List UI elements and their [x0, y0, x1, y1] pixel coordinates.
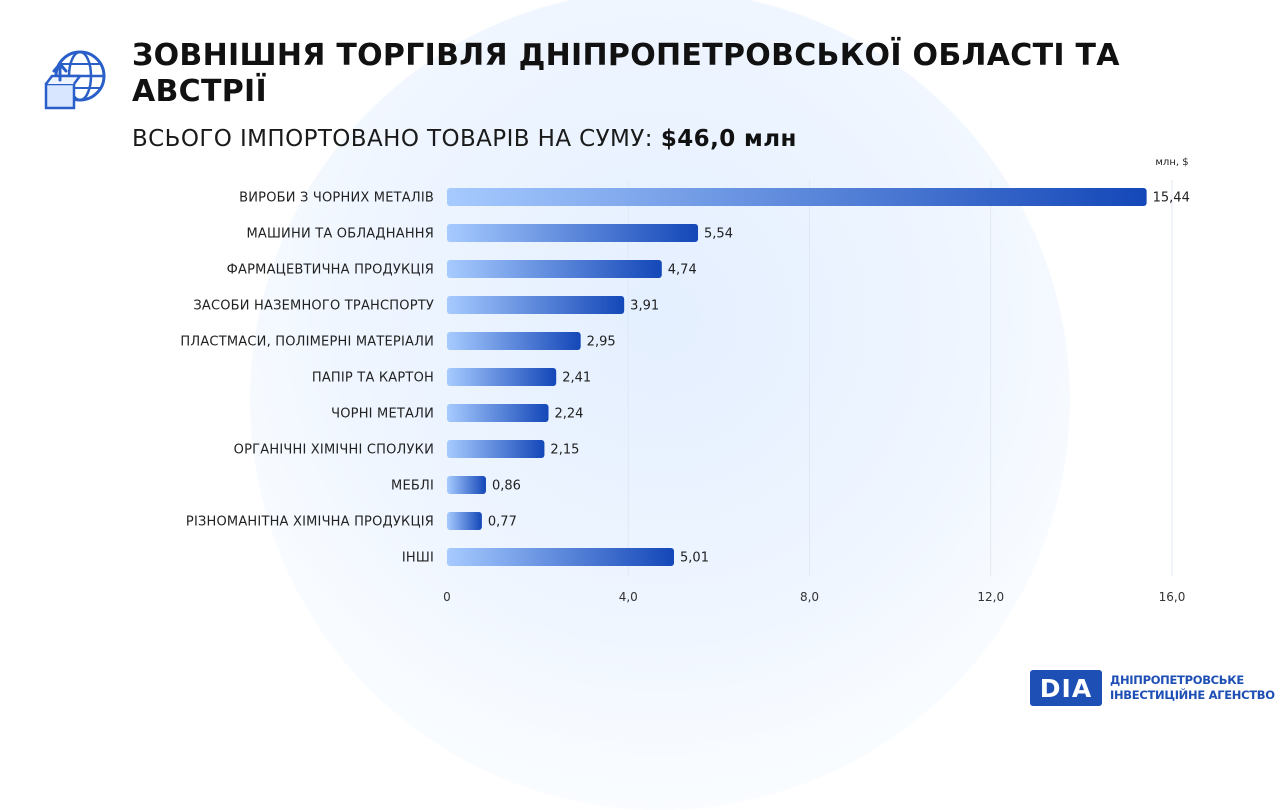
category-label: ЗАСОБИ НАЗЕМНОГО ТРАНСПОРТУ [193, 299, 434, 314]
value-label: 5,54 [704, 227, 733, 242]
bar [447, 404, 549, 422]
globe-box-icon [44, 50, 106, 110]
value-label: 5,01 [680, 551, 709, 566]
bar [447, 512, 482, 530]
value-label: 0,77 [488, 515, 517, 530]
import-bar-chart: 0 4,0 8,0 12,0 16,0 млн, $ ВИРОБИ З ЧОРНИХ МЕТ… [180, 157, 1189, 604]
x-tick-label: 4,0 [619, 590, 638, 604]
x-tick-label: 0 [443, 590, 451, 604]
logo-text: ДНІПРОПЕТРОВСЬКЕ ІНВЕСТИЦІЙНЕ АГЕНСТВО [1110, 673, 1275, 703]
x-tick-label: 16,0 [1159, 590, 1186, 604]
category-label: ОРГАНІЧНІ ХІМІЧНІ СПОЛУКИ [234, 443, 434, 458]
x-tick-label: 12,0 [977, 590, 1004, 604]
bar [447, 188, 1147, 206]
bar [447, 548, 675, 566]
category-label: МЕБЛІ [391, 479, 434, 494]
bar [447, 260, 662, 278]
logo-line-2: ІНВЕСТИЦІЙНЕ АГЕНСТВО [1110, 688, 1275, 702]
bars [447, 188, 1147, 566]
grid-lines [627, 180, 1173, 576]
bar [447, 296, 625, 314]
labels: 0 4,0 8,0 12,0 16,0 млн, $ ВИРОБИ З ЧОРНИХ МЕТ… [180, 157, 1189, 604]
value-label: 3,91 [630, 299, 659, 314]
value-label: 15,44 [1153, 191, 1190, 206]
value-label: 0,86 [492, 479, 521, 494]
bar [447, 368, 557, 386]
category-label: МАШИНИ ТА ОБЛАДНАННЯ [246, 227, 434, 242]
value-label: 2,95 [587, 335, 616, 350]
dia-logo: DIA ДНІПРОПЕТРОВСЬКЕ ІНВЕСТИЦІЙНЕ АГЕНСТ… [1030, 668, 1275, 708]
value-label: 2,41 [562, 371, 591, 386]
subtitle-text: ВСЬОГО ІМПОРТОВАНО ТОВАРІВ НА СУМУ: [132, 126, 653, 152]
category-label: ПЛАСТМАСИ, ПОЛІМЕРНІ МАТЕРІАЛИ [180, 335, 434, 350]
bar [447, 332, 581, 350]
category-label: ІНШІ [402, 551, 434, 566]
unit-label: млн, $ [1155, 157, 1188, 168]
logo-mark: DIA [1030, 670, 1102, 706]
category-label: ЧОРНІ МЕТАЛИ [331, 407, 434, 422]
logo-line-1: ДНІПРОПЕТРОВСЬКЕ [1110, 673, 1244, 687]
bar [447, 440, 545, 458]
total-import-value: $46,0 млн [660, 126, 797, 152]
category-label: РІЗНОМАНІТНА ХІМІЧНА ПРОДУКЦІЯ [186, 515, 434, 530]
value-label: 2,15 [550, 443, 579, 458]
category-label: ВИРОБИ З ЧОРНИХ МЕТАЛІВ [239, 191, 434, 206]
category-label: ФАРМАЦЕВТИЧНА ПРОДУКЦІЯ [227, 263, 434, 278]
value-label: 2,24 [555, 407, 584, 422]
bar [447, 476, 486, 494]
category-label: ПАПІР ТА КАРТОН [312, 371, 434, 386]
page-title: ЗОВНІШНЯ ТОРГІВЛЯ ДНІПРОПЕТРОВСЬКОЇ ОБЛА… [132, 38, 1120, 109]
value-label: 4,74 [668, 263, 697, 278]
background-circle [250, 0, 1070, 810]
bar [447, 224, 699, 242]
x-tick-label: 8,0 [800, 590, 819, 604]
subtitle: ВСЬОГО ІМПОРТОВАНО ТОВАРІВ НА СУМУ: $46,0… [132, 126, 797, 152]
